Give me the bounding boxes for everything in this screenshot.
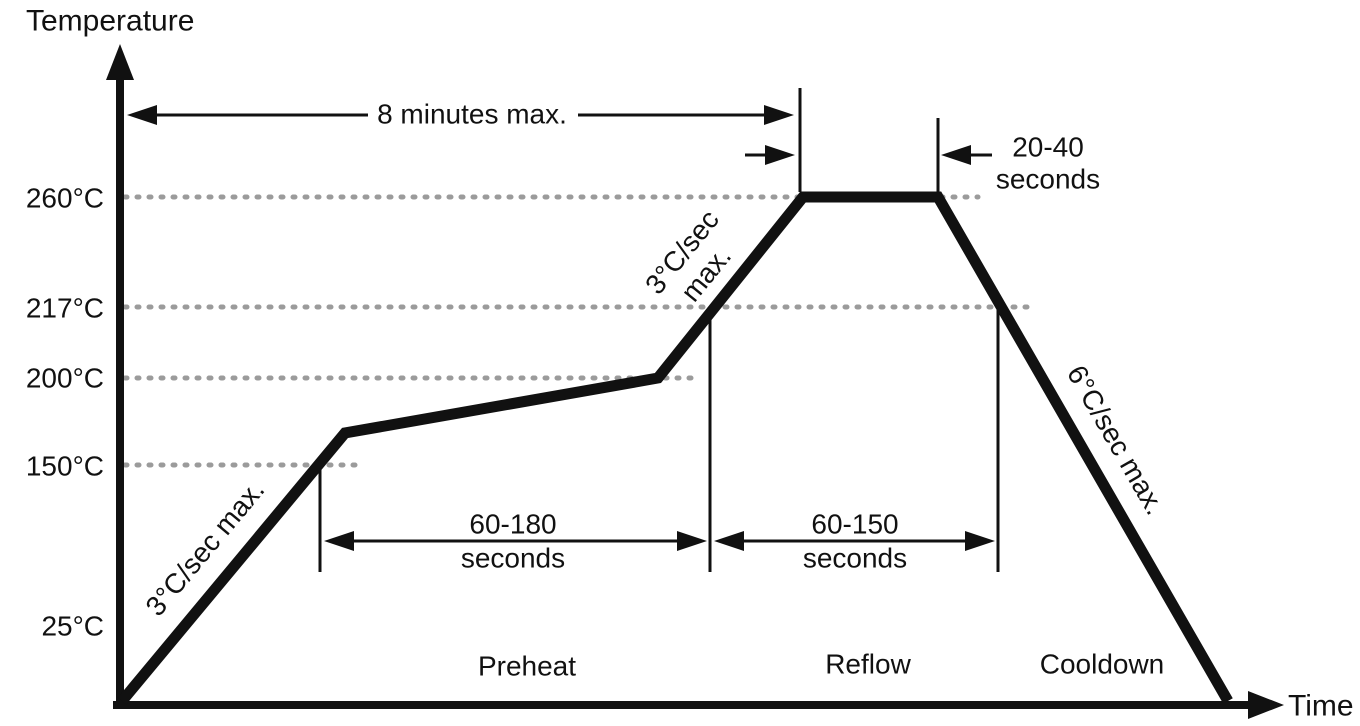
peak-duration-arrowhead-left-icon xyxy=(941,145,971,165)
ytick-25c: 25°C xyxy=(41,611,104,642)
peak-duration-arrowhead-right-icon xyxy=(765,145,795,165)
reflow-duration-arrowhead-right-icon xyxy=(965,531,995,551)
reflow-duration-label-line1: 60-150 xyxy=(811,509,898,540)
x-axis-title: Time xyxy=(1288,690,1354,723)
total-time-arrowhead-right-icon xyxy=(764,105,794,125)
phase-label-cooldown: Cooldown xyxy=(1040,649,1165,680)
total-time-label: 8 minutes max. xyxy=(377,99,567,130)
ytick-200c: 200°C xyxy=(26,363,104,394)
reflow-duration-arrowhead-left-icon xyxy=(714,531,744,551)
soak-duration-label-line2: seconds xyxy=(461,543,565,574)
phase-label-preheat: Preheat xyxy=(478,651,576,682)
ytick-217c: 217°C xyxy=(26,293,104,324)
reflow-duration-label-line2: seconds xyxy=(803,543,907,574)
soak-duration-arrowhead-right-icon xyxy=(677,531,707,551)
total-time-arrowhead-left-icon xyxy=(127,105,157,125)
temperature-profile-line xyxy=(117,191,1233,705)
peak-duration-label-line1: 20-40 xyxy=(1012,132,1084,163)
soak-duration-label-line1: 60-180 xyxy=(469,509,556,540)
soak-duration-arrowhead-left-icon xyxy=(324,531,354,551)
ytick-260c: 260°C xyxy=(26,183,104,214)
x-axis-arrowhead-icon xyxy=(1248,691,1284,719)
y-axis-arrowhead-icon xyxy=(106,44,134,80)
peak-duration-label-line2: seconds xyxy=(996,164,1100,195)
y-axis-title: Temperature xyxy=(26,5,194,38)
ytick-150c: 150°C xyxy=(26,451,104,482)
phase-label-reflow: Reflow xyxy=(825,649,911,680)
